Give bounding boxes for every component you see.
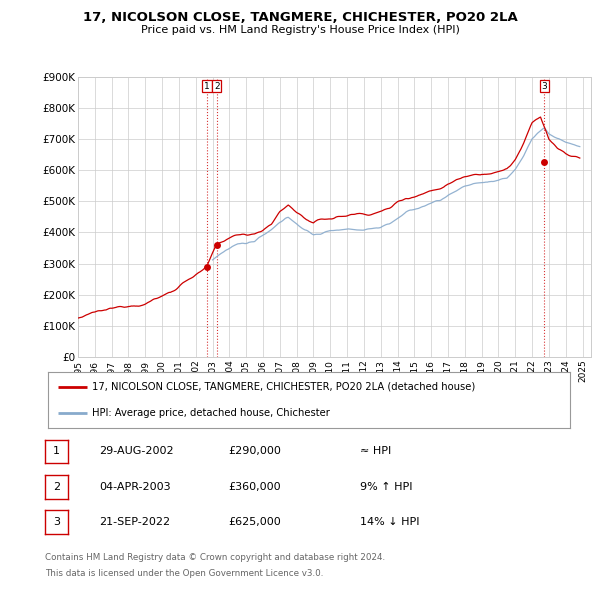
Text: 04-APR-2003: 04-APR-2003 <box>99 482 170 491</box>
Text: £625,000: £625,000 <box>228 517 281 527</box>
Text: 9% ↑ HPI: 9% ↑ HPI <box>360 482 413 491</box>
Text: 17, NICOLSON CLOSE, TANGMERE, CHICHESTER, PO20 2LA: 17, NICOLSON CLOSE, TANGMERE, CHICHESTER… <box>83 11 517 24</box>
Text: 2: 2 <box>214 81 220 90</box>
Text: 3: 3 <box>541 81 547 90</box>
Text: Price paid vs. HM Land Registry's House Price Index (HPI): Price paid vs. HM Land Registry's House … <box>140 25 460 35</box>
Text: This data is licensed under the Open Government Licence v3.0.: This data is licensed under the Open Gov… <box>45 569 323 578</box>
Text: 17, NICOLSON CLOSE, TANGMERE, CHICHESTER, PO20 2LA (detached house): 17, NICOLSON CLOSE, TANGMERE, CHICHESTER… <box>92 382 476 392</box>
Text: 21-SEP-2022: 21-SEP-2022 <box>99 517 170 527</box>
Text: 1: 1 <box>204 81 210 90</box>
Text: 1: 1 <box>53 447 60 456</box>
Text: ≈ HPI: ≈ HPI <box>360 447 391 456</box>
Text: HPI: Average price, detached house, Chichester: HPI: Average price, detached house, Chic… <box>92 408 330 418</box>
Text: 29-AUG-2002: 29-AUG-2002 <box>99 447 173 456</box>
Text: Contains HM Land Registry data © Crown copyright and database right 2024.: Contains HM Land Registry data © Crown c… <box>45 553 385 562</box>
Text: 14% ↓ HPI: 14% ↓ HPI <box>360 517 419 527</box>
Text: £290,000: £290,000 <box>228 447 281 456</box>
Text: £360,000: £360,000 <box>228 482 281 491</box>
Text: 2: 2 <box>53 482 60 491</box>
Text: 3: 3 <box>53 517 60 527</box>
